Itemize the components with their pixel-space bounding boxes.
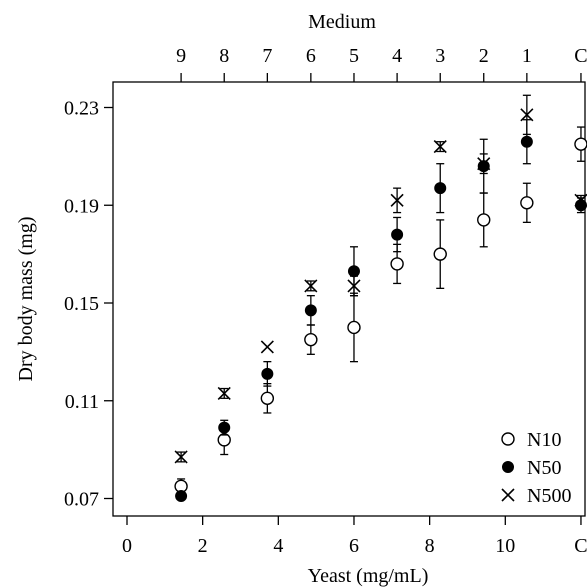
- x-tick-label: 2: [198, 535, 208, 557]
- legend-marker-n500: [501, 488, 515, 502]
- y-tick-label: 0.11: [65, 391, 99, 413]
- x-tick-label: 10: [495, 535, 515, 557]
- x-marker-stroke: [520, 108, 534, 122]
- data-point-n10: [520, 196, 534, 210]
- y-tick-label: 0.07: [64, 489, 99, 511]
- x-marker-stroke: [574, 193, 587, 207]
- data-point-n10: [574, 137, 587, 151]
- data-point-n50: [261, 367, 274, 380]
- x-axis-label: Yeast (mg/mL): [308, 565, 429, 587]
- legend-label: N500: [527, 485, 571, 507]
- x-marker-stroke: [501, 488, 515, 502]
- data-point-n50: [218, 421, 231, 434]
- x-tick-label: 4: [273, 535, 283, 557]
- y-tick-label: 0.15: [64, 293, 99, 315]
- legend-marker-n10: [501, 432, 515, 446]
- data-point-n10: [260, 391, 275, 406]
- legend-marker-n50: [502, 461, 514, 473]
- x-marker-stroke: [174, 450, 188, 464]
- data-point-n500: [520, 108, 534, 122]
- data-point-n500: [347, 279, 361, 293]
- top-tick-label: 9: [176, 45, 186, 67]
- data-point-n50: [175, 490, 188, 503]
- x-marker-stroke: [347, 279, 361, 293]
- data-point-n10: [347, 320, 361, 335]
- top-tick-label: 2: [479, 45, 489, 67]
- x-marker-stroke: [477, 157, 491, 171]
- top-tick-label: 8: [219, 45, 229, 67]
- data-point-n50: [347, 265, 360, 278]
- top-tick-label: 1: [522, 45, 532, 67]
- top-tick-label: C: [574, 45, 587, 67]
- data-point-n10: [477, 213, 491, 227]
- series-n500: [174, 94, 587, 464]
- plot-frame: [112, 81, 586, 517]
- top-tick-label: 3: [435, 45, 445, 67]
- y-tick-label: 0.23: [64, 98, 99, 120]
- data-point-n500: [260, 340, 274, 354]
- x-axis: 0 2 4 6 8 10 C: [122, 516, 587, 557]
- top-tick-label: 5: [349, 45, 359, 67]
- data-point-n10: [304, 332, 318, 347]
- x-marker-stroke: [390, 193, 404, 207]
- data-point-n10: [390, 257, 404, 271]
- top-tick-label: 4: [392, 45, 402, 67]
- y-axis-label: Dry body mass (mg): [15, 217, 37, 382]
- legend-label: N10: [527, 429, 561, 451]
- data-point-n500: [433, 140, 447, 154]
- data-point-n500: [477, 157, 491, 171]
- legend: N10 N50 N500: [501, 429, 571, 507]
- x-marker-stroke: [217, 386, 231, 400]
- data-marks: [174, 94, 587, 503]
- x-marker-stroke: [304, 279, 318, 293]
- legend-label: N50: [527, 457, 561, 479]
- top-tick-label: 6: [306, 45, 316, 67]
- data-point-n50: [434, 182, 447, 195]
- series-n10: [174, 126, 587, 495]
- x-tick-label: 0: [122, 535, 132, 557]
- series-n50: [175, 119, 587, 503]
- x-marker-stroke: [433, 140, 447, 154]
- data-point-n50: [520, 135, 533, 148]
- data-point-n10: [217, 433, 231, 447]
- data-point-n50: [304, 304, 317, 317]
- x-tick-label: 8: [425, 535, 435, 557]
- y-axis: 0.07 0.11 0.15 0.19 0.23: [64, 98, 113, 511]
- data-point-n500: [574, 193, 587, 207]
- x-tick-label: 6: [349, 535, 359, 557]
- x-marker-stroke: [260, 340, 274, 354]
- top-axis: 9 8 7 6 5 4 3 2 1 C: [176, 45, 587, 82]
- data-point-n500: [217, 386, 231, 400]
- top-tick-label: 7: [262, 45, 272, 67]
- x-tick-label: C: [574, 535, 587, 557]
- data-point-n50: [391, 228, 404, 241]
- data-point-n500: [174, 450, 188, 464]
- data-point-n500: [390, 193, 404, 207]
- top-axis-title: Medium: [308, 11, 376, 33]
- data-point-n500: [304, 279, 318, 293]
- y-tick-label: 0.19: [64, 195, 99, 217]
- data-point-n10: [433, 247, 447, 261]
